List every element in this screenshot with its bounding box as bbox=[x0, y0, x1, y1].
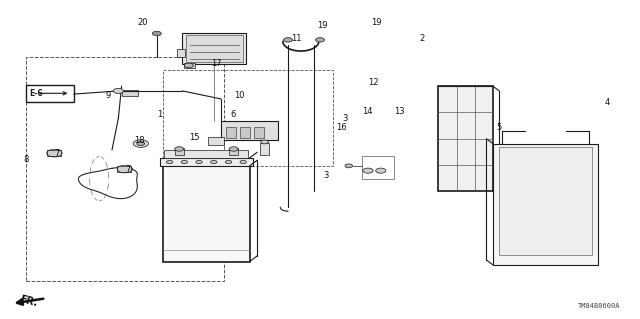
Text: 14: 14 bbox=[362, 107, 372, 116]
Circle shape bbox=[363, 168, 373, 173]
Bar bbox=[240, 127, 250, 138]
Bar bbox=[184, 63, 195, 68]
Circle shape bbox=[196, 160, 202, 164]
Bar bbox=[175, 148, 184, 155]
Bar bbox=[208, 137, 224, 145]
Bar bbox=[229, 148, 238, 155]
Circle shape bbox=[316, 38, 324, 42]
Text: 19: 19 bbox=[371, 18, 381, 27]
Circle shape bbox=[376, 168, 386, 173]
Circle shape bbox=[211, 160, 217, 164]
Text: 19: 19 bbox=[317, 21, 327, 30]
Text: FR.: FR. bbox=[19, 294, 39, 308]
Text: 9: 9 bbox=[106, 91, 111, 100]
Text: 16: 16 bbox=[336, 123, 347, 132]
Text: E-6: E-6 bbox=[29, 89, 42, 98]
Circle shape bbox=[184, 63, 193, 68]
Circle shape bbox=[284, 38, 292, 42]
Circle shape bbox=[181, 160, 188, 164]
Bar bbox=[26, 57, 224, 281]
Bar bbox=[254, 127, 264, 138]
Text: 7: 7 bbox=[54, 149, 60, 158]
Text: 2: 2 bbox=[419, 34, 424, 43]
Bar bbox=[221, 121, 278, 140]
Text: 6: 6 bbox=[230, 110, 236, 119]
Text: 13: 13 bbox=[394, 107, 404, 116]
Bar bbox=[499, 147, 592, 255]
Bar bbox=[182, 33, 246, 64]
Bar bbox=[117, 166, 131, 172]
Circle shape bbox=[240, 160, 246, 164]
Bar bbox=[47, 150, 61, 156]
Text: 1: 1 bbox=[157, 110, 162, 119]
Text: 8: 8 bbox=[23, 155, 28, 164]
Text: 3: 3 bbox=[342, 114, 348, 122]
Circle shape bbox=[261, 140, 269, 144]
Text: 17: 17 bbox=[211, 59, 222, 68]
Bar bbox=[438, 86, 493, 191]
Circle shape bbox=[137, 142, 145, 145]
Bar bbox=[226, 127, 236, 138]
Circle shape bbox=[345, 164, 353, 168]
Bar bbox=[186, 35, 243, 62]
Circle shape bbox=[133, 140, 148, 147]
Text: 4: 4 bbox=[605, 98, 610, 107]
Circle shape bbox=[229, 147, 238, 151]
Text: 10: 10 bbox=[234, 91, 244, 100]
Text: 20: 20 bbox=[138, 18, 148, 27]
Bar bbox=[122, 90, 138, 96]
Circle shape bbox=[175, 147, 184, 151]
Bar bbox=[163, 166, 250, 262]
Text: 11: 11 bbox=[291, 34, 301, 43]
Bar bbox=[493, 144, 598, 265]
Text: 3: 3 bbox=[323, 171, 328, 180]
Bar bbox=[26, 85, 74, 102]
Bar bbox=[260, 143, 269, 155]
Circle shape bbox=[166, 160, 173, 164]
Bar bbox=[164, 150, 248, 158]
Circle shape bbox=[225, 160, 232, 164]
Bar bbox=[163, 70, 333, 166]
Bar bbox=[362, 156, 394, 179]
Bar bbox=[160, 158, 253, 166]
Text: 12: 12 bbox=[368, 78, 378, 87]
Text: 18: 18 bbox=[134, 136, 145, 145]
Bar bbox=[177, 49, 185, 57]
Text: TM84B0600A: TM84B0600A bbox=[579, 303, 621, 309]
Circle shape bbox=[113, 88, 124, 93]
Text: 5: 5 bbox=[496, 123, 501, 132]
Text: 15: 15 bbox=[189, 133, 199, 142]
Circle shape bbox=[152, 31, 161, 36]
Text: 7: 7 bbox=[125, 165, 130, 174]
